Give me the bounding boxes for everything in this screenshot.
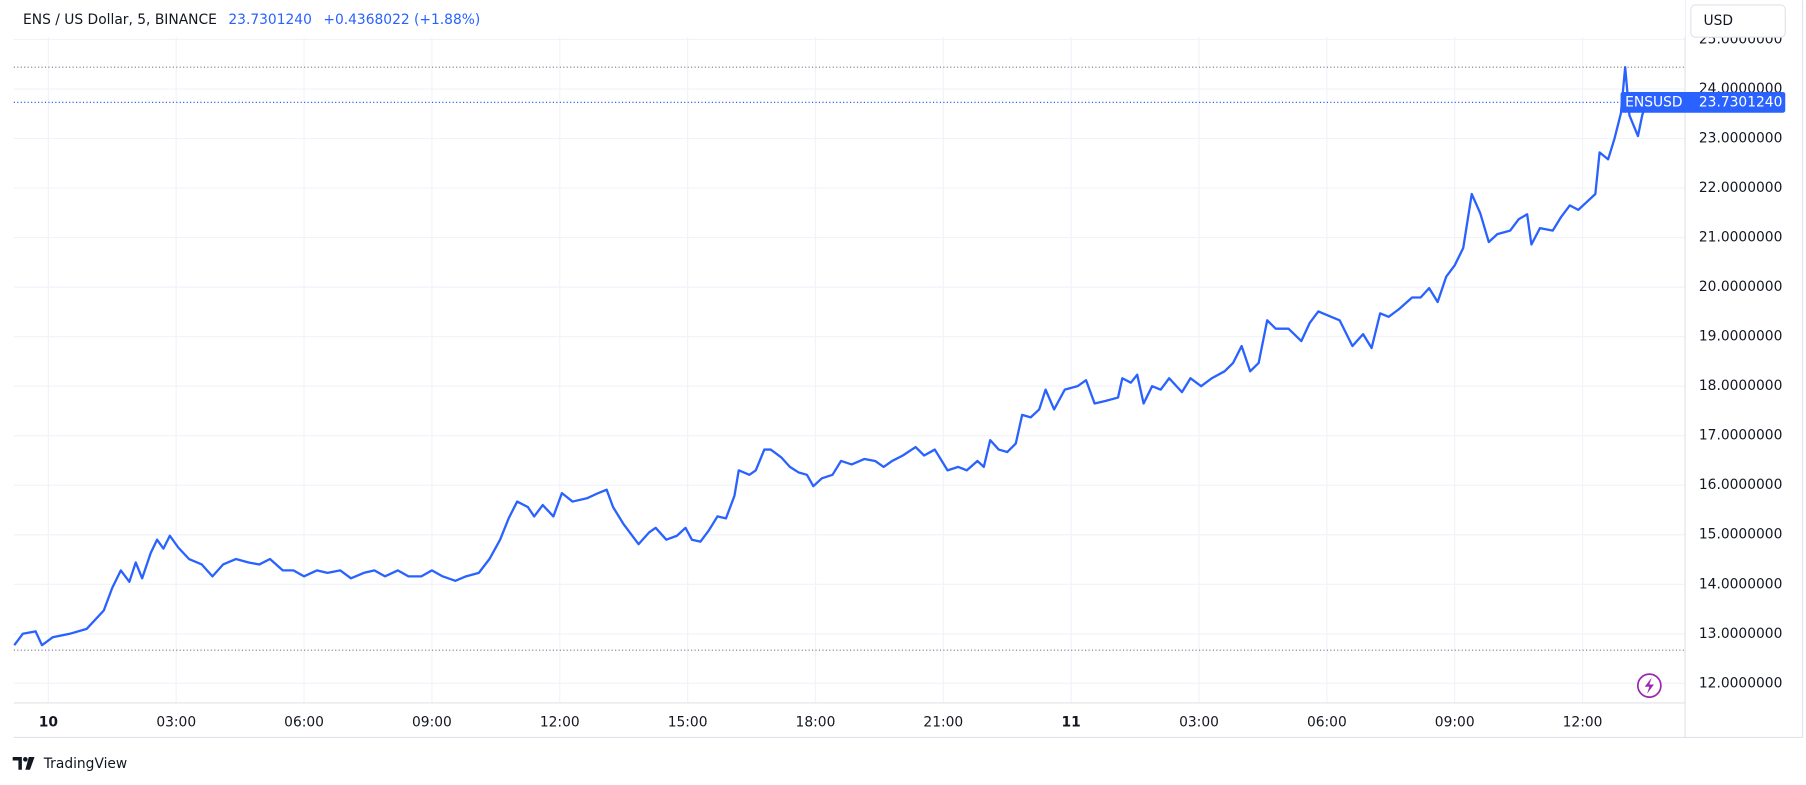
x-tick-label: 15:00 — [668, 714, 708, 730]
replay-icon[interactable] — [1636, 673, 1662, 699]
x-tick-label: 12:00 — [1563, 714, 1603, 730]
y-tick-label: 12.0000000 — [1699, 675, 1782, 691]
x-tick-label: 06:00 — [284, 714, 324, 730]
x-tick-label: 06:00 — [1307, 714, 1347, 730]
y-tick-label: 14.0000000 — [1699, 576, 1782, 592]
brand-name[interactable]: TradingView — [43, 756, 127, 772]
y-tick-label: 22.0000000 — [1699, 180, 1782, 196]
icon-bolt[interactable] — [1644, 677, 1654, 694]
currency-label[interactable]: USD — [1703, 13, 1733, 29]
x-tick-label: 03:00 — [1179, 714, 1219, 730]
x-tick-label: 03:00 — [156, 714, 196, 730]
chart-title: ENS / US Dollar, 5, BINANCE — [23, 12, 217, 28]
y-tick-label: 18.0000000 — [1699, 378, 1782, 394]
plot — [13, 66, 1686, 651]
x-tick-label: 10 — [39, 714, 58, 730]
axes: 12.0000000 13.0000000 14.0000000 15.0000000… — [13, 0, 1804, 739]
logo-dot[interactable] — [23, 757, 28, 762]
y-tick-label: 23.0000000 — [1699, 131, 1782, 147]
grid — [13, 0, 1686, 703]
x-tick-label: 11 — [1062, 714, 1081, 730]
header-price: 23.7301240 — [228, 12, 311, 28]
price-line — [13, 66, 1648, 647]
y-tick-label: 16.0000000 — [1699, 477, 1782, 493]
x-tick-label: 09:00 — [1435, 714, 1475, 730]
y-tick-label: 17.0000000 — [1699, 428, 1782, 444]
x-tick-label: 09:00 — [412, 714, 452, 730]
currency-button[interactable] — [1690, 4, 1786, 38]
x-tick-label: 12:00 — [540, 714, 580, 730]
last-price-label: 23.7301240 — [1699, 94, 1782, 110]
y-tick-label: 13.0000000 — [1699, 626, 1782, 642]
last-price-badge: ENSUSD 23.7301240 — [1620, 92, 1786, 113]
series-name: ENSUSD — [1625, 94, 1682, 110]
x-tick-label: 21:00 — [923, 714, 963, 730]
header-change: +0.4368022 (+1.88%) — [323, 12, 480, 28]
y-tick-label: 19.0000000 — [1699, 329, 1782, 345]
badge-bg — [1620, 92, 1786, 113]
y-tick-label: 21.0000000 — [1699, 230, 1782, 246]
brand-logo[interactable]: TradingView — [12, 756, 128, 772]
x-tick-label: 18:00 — [796, 714, 836, 730]
y-tick-label: 15.0000000 — [1699, 527, 1782, 543]
logo-mark[interactable] — [12, 757, 22, 770]
header-bg — [0, 0, 1686, 38]
logo-mark[interactable] — [25, 757, 35, 770]
y-tick-label: 20.0000000 — [1699, 279, 1782, 295]
